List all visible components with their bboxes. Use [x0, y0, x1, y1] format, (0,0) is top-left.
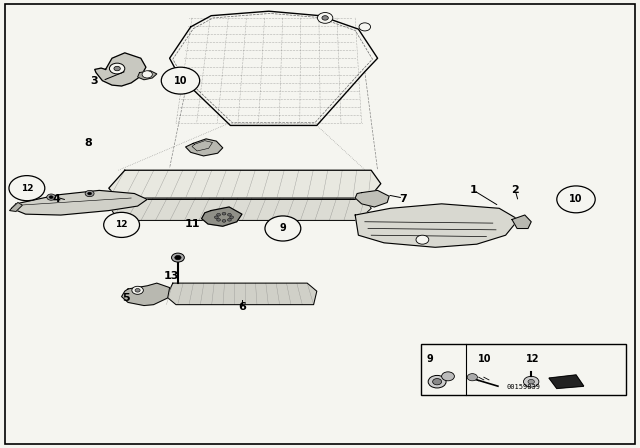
- Text: 00159839: 00159839: [506, 384, 541, 390]
- Circle shape: [528, 379, 534, 384]
- Circle shape: [114, 66, 120, 71]
- Circle shape: [433, 379, 442, 385]
- Circle shape: [9, 176, 45, 201]
- Circle shape: [317, 13, 333, 23]
- Text: 9: 9: [427, 354, 433, 364]
- Circle shape: [85, 190, 94, 197]
- Polygon shape: [12, 190, 147, 215]
- Text: 10: 10: [173, 76, 188, 86]
- Circle shape: [524, 376, 539, 387]
- Polygon shape: [10, 202, 22, 211]
- Circle shape: [217, 219, 221, 221]
- Circle shape: [49, 196, 53, 198]
- Circle shape: [88, 192, 92, 195]
- Polygon shape: [109, 170, 381, 199]
- Text: 9: 9: [280, 224, 286, 233]
- Text: 2: 2: [511, 185, 519, 195]
- Circle shape: [222, 220, 226, 222]
- Polygon shape: [202, 207, 242, 226]
- Text: 12: 12: [115, 220, 128, 229]
- Polygon shape: [112, 198, 371, 220]
- Text: 4: 4: [52, 194, 60, 204]
- Polygon shape: [95, 53, 146, 86]
- Circle shape: [104, 212, 140, 237]
- Circle shape: [557, 186, 595, 213]
- Circle shape: [227, 219, 231, 221]
- Text: 13: 13: [164, 271, 179, 280]
- Circle shape: [135, 289, 140, 292]
- Polygon shape: [170, 11, 378, 125]
- Text: 12: 12: [20, 184, 33, 193]
- Circle shape: [227, 213, 231, 216]
- Circle shape: [217, 213, 221, 216]
- Circle shape: [230, 216, 234, 219]
- Text: 1: 1: [470, 185, 477, 195]
- Circle shape: [132, 286, 143, 294]
- Circle shape: [322, 16, 328, 20]
- Text: 10: 10: [478, 354, 492, 364]
- Circle shape: [359, 23, 371, 31]
- Circle shape: [222, 212, 226, 215]
- Polygon shape: [355, 190, 389, 207]
- Bar: [421, 344, 626, 395]
- Circle shape: [467, 374, 477, 381]
- Circle shape: [442, 372, 454, 381]
- Text: 7: 7: [399, 194, 407, 204]
- Circle shape: [214, 216, 218, 219]
- Circle shape: [161, 67, 200, 94]
- Circle shape: [172, 253, 184, 262]
- Circle shape: [428, 375, 446, 388]
- Polygon shape: [355, 204, 518, 247]
- Polygon shape: [138, 71, 157, 80]
- Circle shape: [416, 235, 429, 244]
- Text: 11: 11: [184, 219, 200, 229]
- Polygon shape: [186, 139, 223, 156]
- Circle shape: [109, 63, 125, 74]
- Circle shape: [175, 255, 181, 260]
- Circle shape: [265, 216, 301, 241]
- Text: 10: 10: [569, 194, 583, 204]
- Text: 12: 12: [525, 354, 540, 364]
- Text: 5: 5: [122, 293, 130, 303]
- Polygon shape: [549, 375, 584, 388]
- Circle shape: [142, 71, 152, 78]
- Text: 6: 6: [238, 302, 246, 312]
- Text: 3: 3: [90, 76, 98, 86]
- Circle shape: [47, 194, 56, 200]
- Polygon shape: [512, 215, 531, 228]
- Polygon shape: [166, 283, 317, 305]
- Polygon shape: [122, 283, 170, 306]
- Text: 8: 8: [84, 138, 92, 148]
